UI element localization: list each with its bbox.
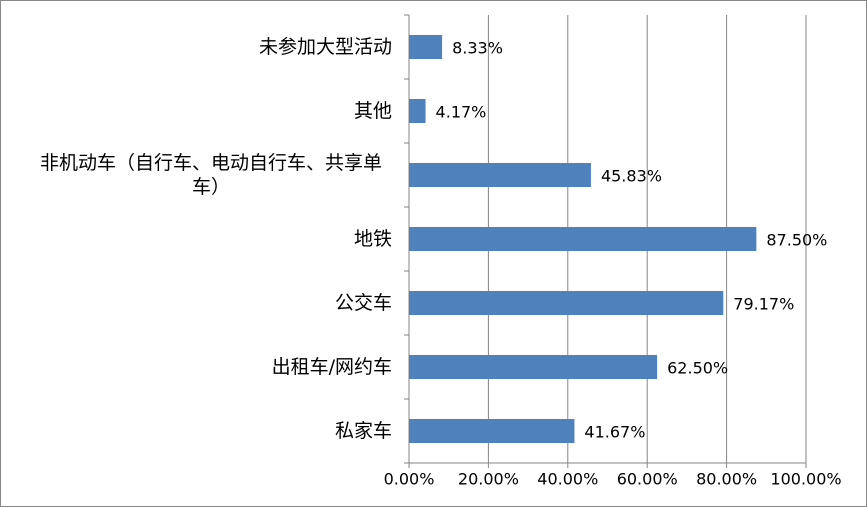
y-tick-label-box: 私家车 (22, 419, 392, 443)
y-tick-label: 非机动车（自行车、电动自行车、共享单车） (39, 152, 382, 198)
x-tick-label: 40.00% (537, 470, 598, 489)
bar (409, 99, 426, 123)
y-tick-label-box: 其他 (22, 99, 392, 123)
y-tick-label: 出租车/网约车 (271, 356, 392, 378)
y-tick-label-box: 未参加大型活动 (22, 35, 392, 59)
y-tick-label-box: 地铁 (22, 227, 392, 251)
value-label: 4.17% (436, 103, 487, 122)
y-tick-label-box: 出租车/网约车 (22, 355, 392, 379)
y-tick-label: 未参加大型活动 (258, 36, 392, 58)
value-label: 79.17% (733, 295, 794, 314)
y-tick-label: 公交车 (334, 292, 392, 314)
value-label: 45.83% (601, 167, 662, 186)
bar (409, 163, 591, 187)
y-tick-label: 地铁 (353, 228, 392, 250)
y-tick-label: 私家车 (334, 420, 392, 442)
bar (409, 355, 658, 379)
y-tick-label: 其他 (353, 100, 392, 122)
x-tick-label: 100.00% (770, 470, 841, 489)
value-label: 62.50% (667, 359, 728, 378)
x-tick-label: 60.00% (617, 470, 678, 489)
y-tick-label-box: 非机动车（自行车、电动自行车、共享单车） (22, 151, 392, 199)
bar (409, 419, 575, 443)
bar (409, 35, 443, 59)
bar (409, 291, 724, 315)
x-tick-label: 0.00% (384, 470, 435, 489)
value-label: 41.67% (584, 423, 645, 442)
y-tick-label-box: 公交车 (22, 291, 392, 315)
value-label: 87.50% (766, 231, 827, 250)
bar (409, 227, 757, 251)
x-tick-label: 20.00% (458, 470, 519, 489)
value-label: 8.33% (452, 39, 503, 58)
x-tick-label: 80.00% (696, 470, 757, 489)
